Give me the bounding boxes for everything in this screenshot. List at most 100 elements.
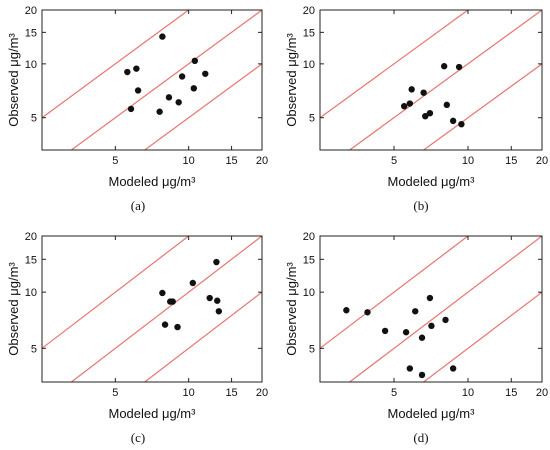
y-tick-label: 5 (309, 343, 315, 355)
data-point (428, 322, 435, 330)
data-point (190, 85, 198, 92)
data-point (161, 321, 169, 328)
data-point (443, 101, 451, 109)
reference-line-1 (320, 10, 470, 119)
data-point (364, 309, 371, 316)
data-point (124, 68, 131, 76)
y-axis-label: Observed μg/m³ (284, 33, 299, 127)
reference-line-2 (348, 10, 542, 150)
data-point (133, 65, 140, 72)
data-point (159, 289, 166, 297)
data-point (159, 33, 166, 40)
data-point (213, 258, 220, 266)
x-tick-label: 10 (183, 387, 195, 399)
reference-line-2 (70, 236, 262, 382)
y-tick-label: 5 (309, 113, 315, 125)
data-point (408, 86, 415, 93)
y-tick-label: 15 (25, 27, 37, 39)
x-tick-label: 20 (256, 387, 268, 399)
x-tick-label: 5 (112, 155, 118, 167)
y-axis-label: Observed μg/m³ (284, 262, 299, 356)
y-axis-label: Observed μg/m³ (6, 262, 21, 356)
y-tick-label: 15 (25, 254, 37, 266)
reference-line-2 (70, 10, 262, 150)
chart-panel-1: 5 10 15 20 5 10 15 20 Modeled μg/m³ Observed μg/m… (6, 5, 268, 213)
y-tick-label: 20 (25, 5, 37, 17)
data-point (189, 279, 197, 287)
data-point (381, 327, 389, 335)
data-point (178, 73, 186, 80)
data-point (442, 316, 449, 324)
reference-line-1 (42, 236, 190, 349)
reference-line-3 (143, 291, 262, 382)
x-tick-label: 15 (505, 155, 517, 167)
data-point (418, 334, 426, 341)
data-point (418, 371, 426, 379)
x-tick-label: 20 (536, 387, 548, 399)
data-point (215, 308, 223, 315)
y-tick-label: 10 (303, 59, 315, 71)
panel-label: (d) (413, 430, 428, 445)
x-tick-label: 5 (112, 387, 118, 399)
y-axis-label: Observed μg/m³ (6, 33, 21, 127)
y-tick-label: 20 (25, 231, 37, 243)
panel-label: (a) (131, 198, 145, 213)
chart-panel-3: 5 10 15 20 5 10 15 20 Modeled μg/m³ Observed μg/m… (6, 231, 268, 445)
x-axis-label: Modeled μg/m³ (109, 174, 197, 189)
y-tick-label: 5 (31, 343, 37, 355)
chart-panel-4: 5 10 15 20 5 10 15 20 Modeled μg/m³ Observed μg/m… (284, 231, 548, 445)
x-axis-label: Modeled μg/m³ (109, 406, 197, 421)
data-point (422, 112, 429, 120)
chart-panel-2: 5 10 15 20 5 10 15 20 Modeled μg/m³ Observed μg/m… (284, 5, 548, 213)
y-tick-label: 15 (303, 254, 315, 266)
data-point (406, 365, 414, 372)
data-point (412, 308, 419, 315)
x-tick-label: 15 (225, 387, 237, 399)
data-point (400, 102, 408, 110)
data-point (127, 105, 135, 113)
y-tick-label: 5 (31, 113, 37, 125)
x-tick-label: 15 (225, 155, 237, 167)
data-point (156, 108, 163, 115)
data-point (165, 94, 173, 101)
data-point (426, 109, 434, 117)
data-point (343, 307, 350, 314)
data-point (134, 87, 142, 94)
y-tick-label: 10 (303, 287, 315, 299)
y-tick-label: 10 (25, 287, 37, 299)
data-point (406, 100, 414, 107)
panel-label: (b) (413, 198, 428, 213)
data-point (402, 329, 410, 336)
y-tick-label: 20 (303, 231, 315, 243)
reference-line-1 (42, 10, 190, 119)
data-point (449, 117, 457, 125)
y-tick-label: 15 (303, 27, 315, 39)
x-axis-label: Modeled μg/m³ (388, 174, 476, 189)
plot-frame (41, 9, 263, 151)
data-point (458, 120, 465, 128)
reference-line-1 (320, 236, 469, 349)
data-point (206, 294, 213, 302)
data-point (175, 99, 182, 106)
data-point (426, 294, 434, 302)
reference-line-3 (143, 63, 262, 150)
x-tick-label: 20 (536, 155, 548, 167)
reference-line-2 (348, 236, 542, 382)
data-point (420, 89, 427, 96)
plot-frame (41, 235, 263, 383)
data-point (202, 70, 209, 77)
x-axis-label: Modeled μg/m³ (388, 406, 476, 421)
y-tick-label: 10 (25, 59, 37, 71)
plot-frame (319, 235, 543, 383)
x-tick-label: 5 (391, 155, 397, 167)
x-tick-label: 5 (391, 387, 397, 399)
x-tick-label: 10 (462, 387, 474, 399)
data-point (214, 297, 221, 304)
y-tick-label: 20 (303, 5, 315, 17)
data-point (449, 365, 457, 372)
x-tick-label: 10 (183, 155, 195, 167)
data-point (191, 57, 199, 65)
x-tick-label: 20 (256, 155, 268, 167)
reference-line-3 (422, 291, 542, 382)
